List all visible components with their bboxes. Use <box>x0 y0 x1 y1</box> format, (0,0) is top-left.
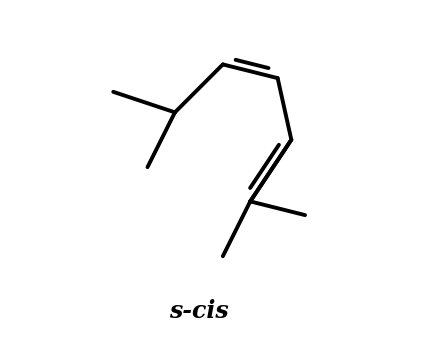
Text: s-cis: s-cis <box>169 299 229 323</box>
